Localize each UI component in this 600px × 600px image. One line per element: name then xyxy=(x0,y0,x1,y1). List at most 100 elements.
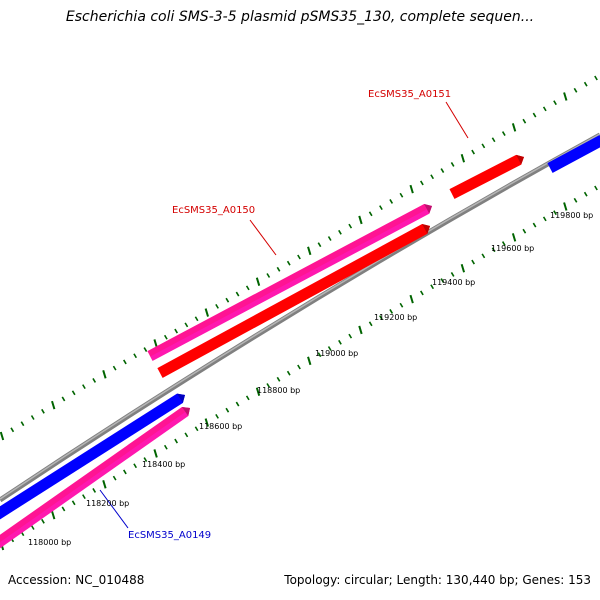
tick-label: 119000 bp xyxy=(315,349,358,358)
tick-mark xyxy=(194,316,199,322)
tick-label: 119600 bp xyxy=(491,244,534,253)
tick-scale-lower xyxy=(0,185,598,551)
gene-feature-a0150-highlight xyxy=(150,209,430,361)
tick-mark xyxy=(409,184,414,194)
tick-mark xyxy=(225,407,230,413)
map-title: Escherichia coli SMS-3-5 plasmid pSMS35_… xyxy=(65,9,535,25)
tick-mark xyxy=(460,153,466,163)
tick-mark xyxy=(368,211,373,217)
tick-mark xyxy=(30,415,35,420)
tick-mark xyxy=(511,233,517,242)
cds-feature-a0151-highlight xyxy=(452,160,522,199)
tick-mark xyxy=(563,202,568,211)
tick-mark xyxy=(163,444,168,450)
tick-mark xyxy=(51,510,56,520)
tick-mark xyxy=(501,131,506,136)
tick-mark xyxy=(276,266,281,272)
tick-mark xyxy=(450,162,455,167)
cds-feature-right xyxy=(547,135,600,173)
tick-mark xyxy=(307,356,312,366)
tick-mark xyxy=(389,309,394,314)
tick-mark xyxy=(133,353,138,359)
tick-mark xyxy=(20,421,25,427)
tick-mark xyxy=(82,384,86,390)
tick-mark xyxy=(379,205,383,211)
cds-feature-left xyxy=(0,393,185,520)
gene-label-a0150[interactable]: EcSMS35_A0150 xyxy=(172,205,255,216)
tick-mark xyxy=(491,247,496,253)
tick-mark xyxy=(30,525,35,530)
tick-mark xyxy=(92,378,97,383)
tick-mark xyxy=(215,303,219,309)
tick-mark xyxy=(317,352,322,358)
tick-mark xyxy=(522,228,527,234)
tick-mark xyxy=(430,284,435,290)
tick-mark xyxy=(481,143,486,149)
tick-mark xyxy=(358,325,363,335)
tick-scale-upper xyxy=(0,75,598,441)
tick-mark xyxy=(420,180,424,186)
tick-label: 119800 bp xyxy=(550,211,593,220)
tick-mark xyxy=(133,463,138,469)
tick-mark xyxy=(255,387,261,396)
tick-mark xyxy=(583,81,588,87)
gene-feature-a0150-cap xyxy=(424,203,432,214)
tick-mark xyxy=(71,500,76,506)
tick-mark xyxy=(440,168,445,173)
tick-mark xyxy=(266,273,271,278)
tick-mark xyxy=(245,285,250,291)
tick-mark xyxy=(389,199,394,204)
tick-mark xyxy=(542,216,547,222)
tick-mark xyxy=(102,479,107,489)
tick-label: 119400 bp xyxy=(432,278,475,287)
tick-mark xyxy=(61,506,66,512)
cds-feature-a0150-cap xyxy=(422,224,430,234)
tick-mark xyxy=(348,333,353,339)
gene-label-a0149[interactable]: EcSMS35_A0149 xyxy=(128,530,211,541)
tick-mark xyxy=(511,123,517,132)
tick-mark xyxy=(235,401,240,407)
tick-mark xyxy=(61,396,66,402)
tick-mark xyxy=(327,346,332,351)
tick-mark xyxy=(358,215,363,225)
tick-mark xyxy=(420,290,424,296)
tick-mark xyxy=(286,370,291,376)
tick-mark xyxy=(297,364,301,370)
gene-feature-a0149 xyxy=(0,406,190,549)
topology-summary: Topology: circular; Length: 130,440 bp; … xyxy=(284,573,591,587)
tick-mark xyxy=(501,241,506,246)
tick-mark xyxy=(471,149,475,155)
tick-mark xyxy=(51,400,56,410)
tick-mark xyxy=(532,222,537,228)
feature-track xyxy=(0,135,600,549)
tick-mark xyxy=(583,191,588,197)
cds-feature-a0151 xyxy=(449,154,524,199)
callout-lines xyxy=(99,101,469,529)
tick-mark xyxy=(594,185,598,191)
tick-mark xyxy=(255,277,261,286)
tick-mark xyxy=(204,418,209,427)
tick-mark xyxy=(10,427,15,433)
gene-feature-a0149-cap xyxy=(181,406,190,416)
tick-mark xyxy=(71,390,76,396)
tick-mark xyxy=(594,75,598,81)
gene-label-a0151[interactable]: EcSMS35_A0151 xyxy=(368,89,451,100)
gene-feature-a0150 xyxy=(147,203,433,361)
tick-mark xyxy=(143,347,148,352)
tick-mark xyxy=(368,321,373,327)
tick-mark xyxy=(215,413,219,419)
tick-mark xyxy=(440,278,445,283)
tick-mark xyxy=(184,432,189,438)
tick-mark xyxy=(471,259,475,265)
tick-mark xyxy=(276,376,281,382)
tick-mark xyxy=(41,408,45,414)
tick-mark xyxy=(112,365,117,371)
tick-label: 118200 bp xyxy=(86,499,129,508)
tick-mark xyxy=(348,223,353,229)
tick-mark xyxy=(338,339,342,345)
cds-feature-left-cap xyxy=(176,393,185,403)
cds-feature-left-highlight xyxy=(0,398,183,520)
tick-mark xyxy=(409,294,414,304)
tick-mark xyxy=(174,328,178,334)
tick-mark xyxy=(194,426,199,432)
